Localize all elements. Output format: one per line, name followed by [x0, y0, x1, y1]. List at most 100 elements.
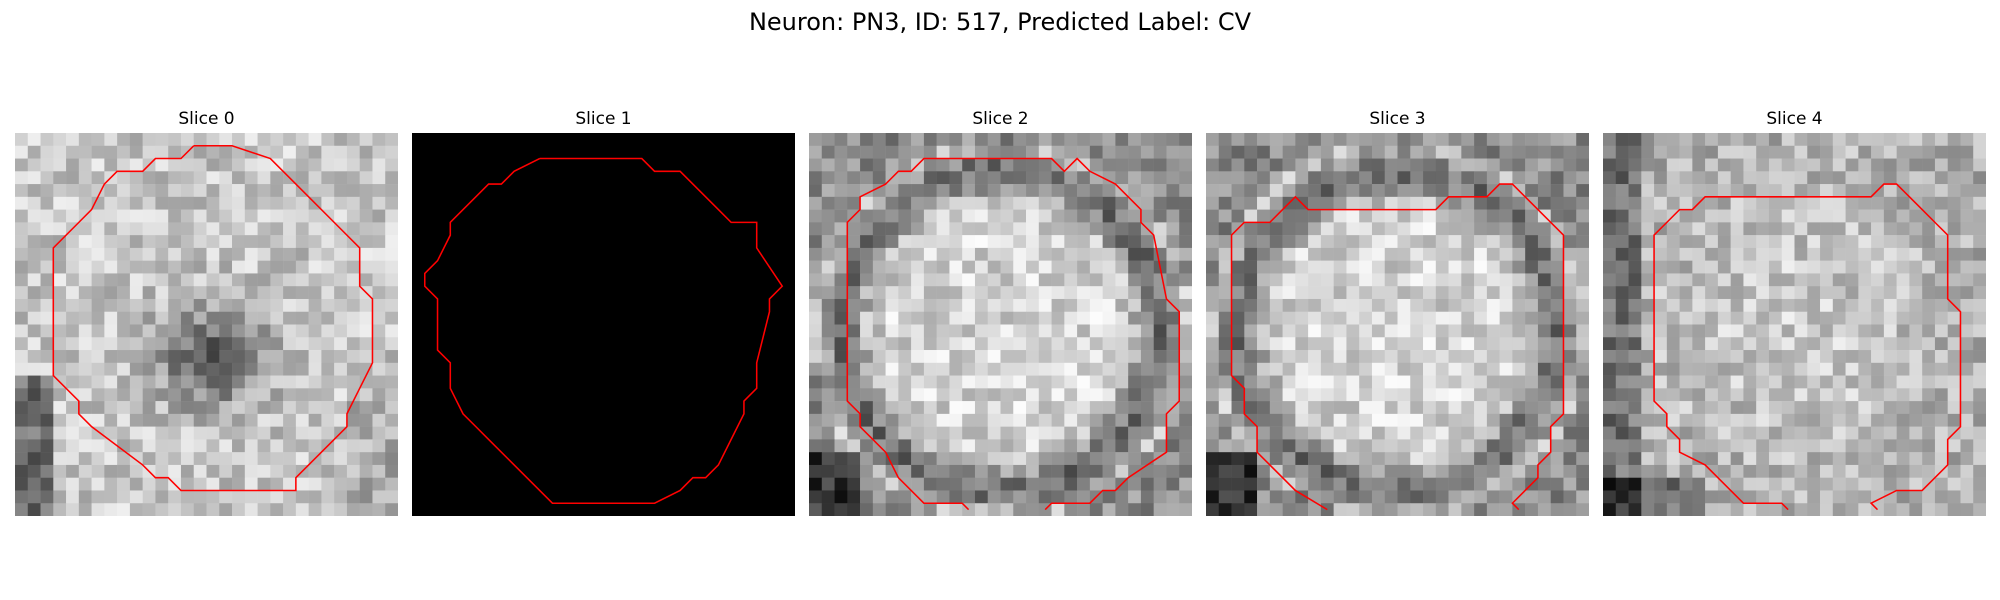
pixel: [1615, 209, 1629, 223]
pixel: [1576, 184, 1589, 198]
pixel: [193, 337, 207, 351]
pixel: [1679, 260, 1693, 274]
pixel: [1077, 426, 1091, 440]
pixel: [1756, 158, 1770, 172]
pixel: [78, 133, 92, 147]
pixel: [1269, 235, 1283, 249]
pixel: [1768, 337, 1782, 351]
pixel: [78, 184, 92, 198]
pixel: [1089, 222, 1103, 236]
pixel: [1474, 362, 1488, 376]
pixel: [1550, 337, 1564, 351]
pixel: [1474, 426, 1488, 440]
pixel: [1089, 133, 1103, 147]
pixel: [385, 426, 398, 440]
pixel: [1781, 145, 1795, 159]
pixel: [257, 426, 271, 440]
pixel: [295, 273, 309, 287]
pixel: [129, 209, 143, 223]
pixel: [1206, 426, 1220, 440]
pixel: [1768, 235, 1782, 249]
pixel: [1115, 222, 1129, 236]
pixel: [1179, 222, 1192, 236]
pixel: [962, 477, 976, 491]
pixel: [1359, 464, 1373, 478]
pixel: [1858, 375, 1872, 389]
pixel: [40, 452, 54, 466]
pixel: [1038, 209, 1052, 223]
pixel: [1448, 439, 1462, 453]
pixel: [1563, 413, 1577, 427]
pixel: [1525, 503, 1539, 516]
pixel: [860, 362, 874, 376]
pixel: [1448, 452, 1462, 466]
pixel: [1820, 426, 1834, 440]
pixel: [1563, 222, 1577, 236]
pixel: [1244, 171, 1258, 185]
pixel: [936, 260, 950, 274]
pixel: [1973, 184, 1986, 198]
pixel: [1423, 171, 1437, 185]
pixel: [66, 171, 80, 185]
pixel: [987, 337, 1001, 351]
pixel: [1743, 171, 1757, 185]
pixel: [1807, 171, 1821, 185]
pixel: [1628, 464, 1642, 478]
pixel: [283, 273, 297, 287]
pixel: [1371, 413, 1385, 427]
pixel: [1384, 273, 1398, 287]
pixel: [270, 145, 284, 159]
pixel: [1102, 222, 1116, 236]
pixel: [1628, 452, 1642, 466]
pixel: [1013, 171, 1027, 185]
pixel: [1486, 426, 1500, 440]
pixel: [1231, 171, 1245, 185]
pixel: [1922, 273, 1936, 287]
pixel: [372, 477, 386, 491]
pixel: [168, 273, 182, 287]
pixel: [1537, 413, 1551, 427]
pixel: [923, 311, 937, 325]
pixel: [885, 490, 899, 504]
pixel: [1448, 222, 1462, 236]
pixel: [78, 298, 92, 312]
pixel: [1973, 260, 1986, 274]
pixel: [1371, 324, 1385, 338]
pixel: [1166, 324, 1180, 338]
pixel: [1308, 260, 1322, 274]
pixel: [1051, 375, 1065, 389]
pixel: [142, 222, 156, 236]
pixel: [1244, 439, 1258, 453]
pixel: [1346, 286, 1360, 300]
pixel: [1218, 222, 1232, 236]
pixel: [1026, 286, 1040, 300]
pixel: [1461, 133, 1475, 147]
pixel: [1333, 196, 1347, 210]
pixel: [15, 324, 29, 338]
pixel: [1909, 477, 1923, 491]
pixel: [1384, 350, 1398, 364]
pixel: [1102, 388, 1116, 402]
pixel: [27, 158, 41, 172]
pixel: [1140, 260, 1154, 274]
pixel: [1308, 145, 1322, 159]
pixel: [872, 196, 886, 210]
pixel: [1922, 375, 1936, 389]
pixel: [1128, 298, 1142, 312]
pixel: [860, 171, 874, 185]
pixel: [1128, 145, 1142, 159]
pixel: [1089, 171, 1103, 185]
pixel: [872, 222, 886, 236]
pixel: [923, 490, 937, 504]
pixel: [1153, 452, 1167, 466]
pixel: [898, 184, 912, 198]
pixel: [1730, 184, 1744, 198]
pixel: [1499, 337, 1513, 351]
pixel: [142, 247, 156, 261]
pixel: [1756, 273, 1770, 287]
pixel: [1295, 222, 1309, 236]
pixel: [1794, 247, 1808, 261]
pixel: [1410, 158, 1424, 172]
pixel: [104, 452, 118, 466]
pixel: [1832, 247, 1846, 261]
